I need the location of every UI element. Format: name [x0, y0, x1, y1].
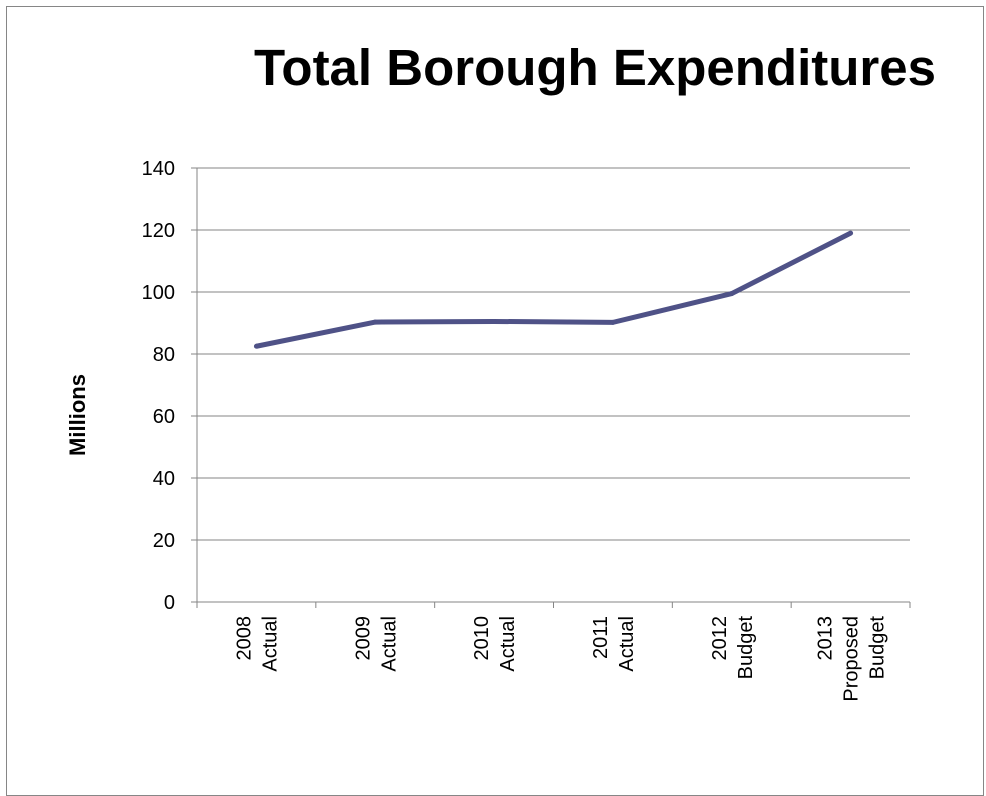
data-point	[253, 343, 259, 349]
data-point	[372, 319, 378, 325]
y-tick-label: 20	[153, 530, 175, 552]
x-tick-label-line: Actual	[259, 616, 281, 672]
x-tick-label-line: Budget	[735, 616, 757, 680]
x-tick-label-line: 2013	[815, 616, 837, 661]
chart-title: Total Borough Expenditures	[254, 39, 936, 96]
x-tick-label-line: 2009	[352, 616, 374, 661]
x-tick-label: 2008 Actual	[233, 616, 281, 672]
x-tick-label-line: 2011	[590, 616, 612, 659]
data-point	[848, 230, 854, 236]
x-tick-label: 2011 Actual	[590, 616, 638, 672]
x-tick-label: 2012 Budget	[709, 616, 757, 680]
x-tick-label-line: 2012	[709, 616, 731, 661]
x-tick-label-line: Actual	[378, 616, 400, 672]
x-tick-label: 2010 Actual	[471, 616, 519, 672]
data-point	[491, 318, 497, 324]
x-tick-labels: 2008 Actual 2009 Actual 2010 Actual 2011 Actual…	[233, 616, 888, 702]
data-point	[610, 319, 616, 325]
axes	[191, 167, 911, 608]
y-tick-label: 60	[153, 406, 175, 428]
x-tick-label: 2009 Actual	[352, 616, 400, 672]
x-tick-label-line: Actual	[497, 616, 519, 672]
y-tick-label: 140	[142, 158, 175, 180]
x-tick-label-line: Proposed	[841, 616, 863, 702]
y-tick-label: 120	[142, 220, 175, 242]
y-tick-label: 0	[164, 592, 175, 614]
series-line	[255, 230, 852, 349]
data-point	[729, 291, 735, 297]
x-tick-label: 2013 Proposed Budget	[815, 616, 889, 702]
x-tick-label-line: 2008	[233, 616, 255, 661]
x-tick-label-line: Budget	[867, 616, 889, 680]
y-tick-label: 100	[142, 282, 175, 304]
x-tick-label-line: 2010	[471, 616, 493, 661]
series	[253, 230, 854, 349]
y-tick-label: 40	[153, 468, 175, 490]
chart-area	[6, 6, 984, 796]
x-tick-label-line: Actual	[616, 616, 638, 672]
y-tick-labels: 0 20 40 60 80 100 120 140	[142, 158, 175, 614]
gridlines	[197, 167, 910, 541]
y-tick-label: 80	[153, 344, 175, 366]
